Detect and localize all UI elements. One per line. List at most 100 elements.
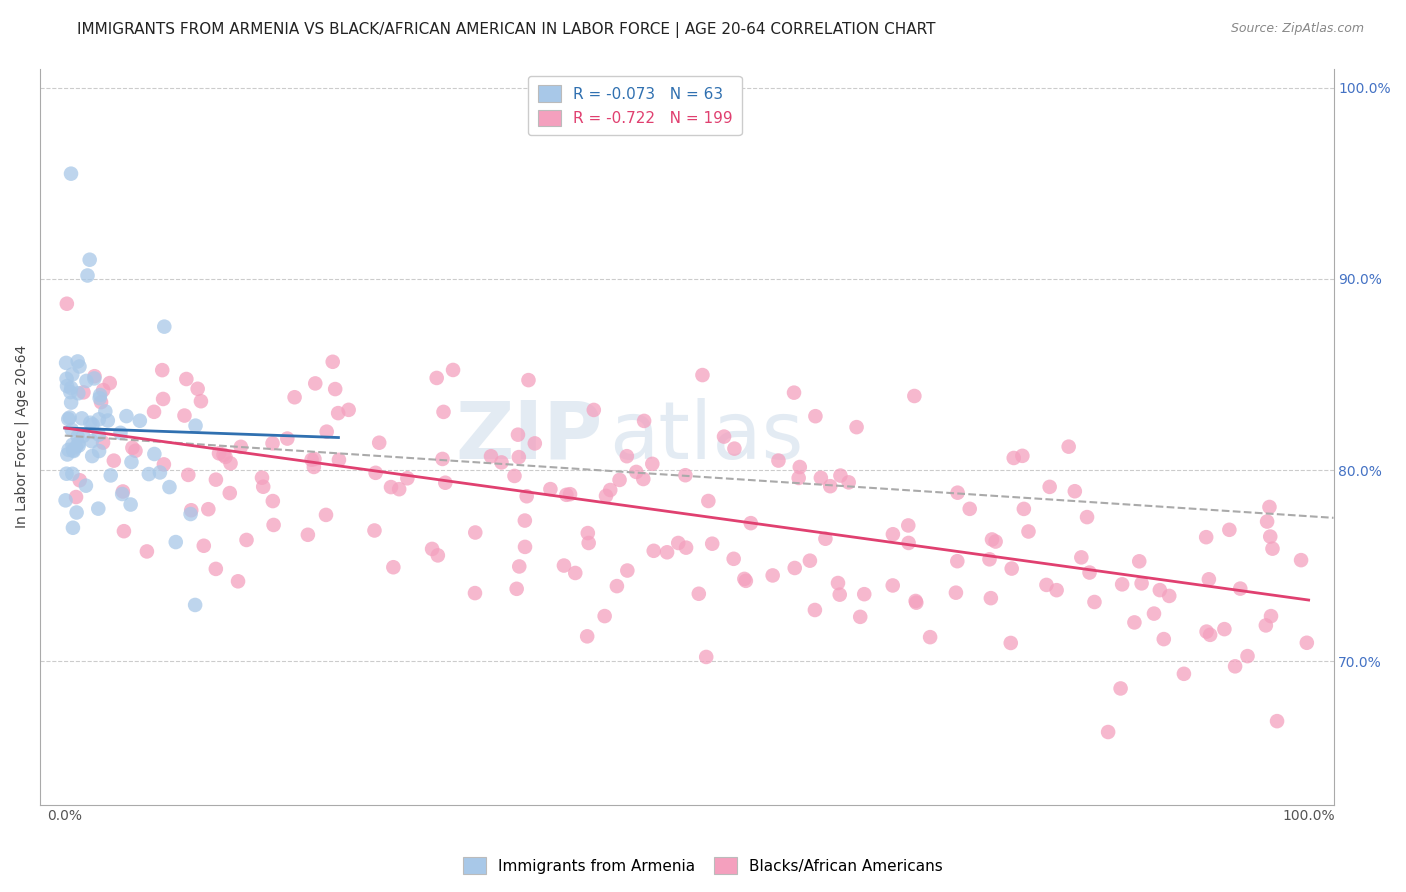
Point (82, 417, 104, 432)
Point (235, 533, 257, 547)
Point (1254, 618, 1277, 632)
Point (845, 420, 868, 434)
Point (180, 503, 202, 517)
Point (75, 374, 97, 388)
Point (87, 412, 110, 426)
Point (87, 501, 110, 516)
Point (83, 371, 105, 385)
Point (138, 467, 160, 481)
Point (165, 535, 187, 549)
Point (173, 409, 195, 423)
Point (284, 390, 307, 404)
Point (830, 468, 852, 483)
Point (426, 371, 449, 385)
Point (432, 452, 454, 467)
Point (135, 544, 157, 558)
Point (176, 372, 198, 386)
Point (56, 379, 79, 393)
Point (804, 603, 827, 617)
Point (262, 494, 284, 508)
Point (849, 610, 872, 624)
Point (787, 471, 810, 485)
Point (66, 354, 89, 368)
Point (523, 436, 546, 450)
Point (1097, 725, 1119, 739)
Point (1035, 578, 1057, 592)
Point (177, 467, 200, 482)
Point (734, 574, 756, 588)
Point (304, 376, 326, 391)
Point (491, 455, 513, 469)
Point (153, 319, 176, 334)
Point (1218, 523, 1240, 537)
Point (91, 383, 114, 397)
Point (328, 453, 350, 467)
Point (212, 448, 235, 462)
Point (820, 479, 842, 493)
Point (723, 442, 745, 456)
Point (959, 501, 981, 516)
Point (599, 483, 621, 497)
Point (1159, 589, 1181, 603)
Point (396, 471, 419, 485)
Point (626, 465, 648, 479)
Point (66, 429, 89, 443)
Point (576, 526, 599, 541)
Point (56, 297, 79, 311)
Point (150, 363, 173, 377)
Point (981, 533, 1004, 547)
Point (65, 440, 87, 454)
Point (513, 540, 536, 554)
Point (337, 402, 360, 417)
Point (69, 473, 91, 487)
Point (1078, 566, 1101, 580)
Point (87, 427, 110, 442)
Point (98, 376, 121, 390)
Point (1046, 583, 1069, 598)
Point (79, 252, 101, 267)
Point (768, 453, 790, 467)
Point (673, 468, 696, 483)
Point (695, 649, 717, 664)
Point (641, 457, 664, 471)
Point (582, 403, 605, 417)
Point (1130, 576, 1153, 591)
Point (67, 386, 90, 401)
Point (89, 391, 111, 405)
Point (713, 429, 735, 443)
Point (946, 554, 969, 568)
Point (1258, 530, 1281, 544)
Point (302, 459, 325, 474)
Point (368, 435, 391, 450)
Point (688, 587, 710, 601)
Point (226, 574, 249, 589)
Point (783, 561, 806, 575)
Point (111, 484, 134, 499)
Point (789, 460, 811, 475)
Point (882, 578, 904, 592)
Point (55, 356, 77, 370)
Point (1076, 510, 1098, 524)
Point (441, 363, 464, 377)
Point (82, 449, 104, 463)
Point (905, 596, 928, 610)
Point (124, 443, 146, 458)
Point (301, 452, 323, 467)
Point (190, 394, 212, 409)
Point (420, 541, 443, 556)
Point (143, 405, 166, 419)
Point (666, 536, 689, 550)
Point (633, 472, 655, 486)
Point (882, 527, 904, 541)
Point (1223, 659, 1246, 673)
Point (814, 532, 837, 546)
Point (80, 434, 103, 449)
Point (555, 488, 578, 502)
Point (1256, 515, 1278, 529)
Point (250, 471, 273, 485)
Point (553, 558, 575, 573)
Point (65, 506, 87, 520)
Point (205, 473, 228, 487)
Text: atlas: atlas (609, 398, 803, 475)
Text: Source: ZipAtlas.com: Source: ZipAtlas.com (1230, 22, 1364, 36)
